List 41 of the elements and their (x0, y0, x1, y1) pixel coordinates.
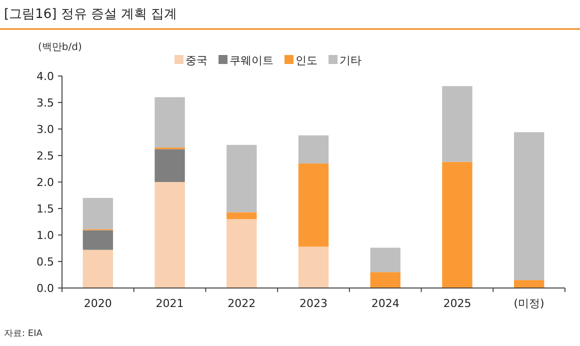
x-tick-label: 2024 (371, 297, 400, 310)
bar (442, 86, 472, 162)
y-tick-label: 0.0 (36, 282, 54, 295)
bar (154, 97, 185, 148)
bar (298, 246, 329, 288)
x-tick-label: 2023 (300, 297, 328, 310)
legend-label: 인도 (296, 54, 318, 67)
bar (514, 132, 544, 280)
bar (370, 248, 400, 272)
y-tick-label: 3.5 (36, 96, 54, 110)
y-tick-label: 4.0 (36, 70, 54, 83)
bar (514, 280, 544, 288)
bar (370, 272, 400, 288)
chart-title: [그림16] 정유 증설 계획 집계 (4, 7, 178, 22)
y-tick-label: 1.0 (36, 229, 54, 242)
bar (442, 162, 472, 288)
bar (154, 182, 185, 288)
bar (82, 250, 114, 288)
bar (82, 198, 114, 230)
y-tick-label: 1.5 (36, 202, 54, 216)
x-tick-label: 2022 (228, 297, 256, 310)
legend-label: 중국 (186, 54, 208, 67)
y-tick-label: 2.5 (36, 150, 54, 162)
y-axis-title: (백만b/d) (38, 42, 82, 53)
bar (82, 230, 114, 250)
bar (154, 149, 185, 182)
y-tick-label: 2.0 (36, 176, 54, 189)
text: 자료: EIA (4, 329, 44, 339)
bar (226, 212, 257, 220)
legend-label: 쿠웨이트 (230, 54, 274, 67)
legend-label: 기타 (340, 54, 362, 67)
bar (298, 135, 329, 164)
x-tick-label: 2025 (443, 297, 472, 310)
x-tick-label: 2020 (84, 297, 112, 310)
bar (226, 144, 257, 212)
x-tick-label: (미정) (514, 297, 544, 310)
x-tick-label: 2021 (156, 297, 184, 310)
y-tick-label: 3.0 (36, 123, 54, 136)
bar (226, 219, 257, 288)
y-tick-label: 0.5 (36, 256, 54, 268)
bar (298, 163, 329, 247)
